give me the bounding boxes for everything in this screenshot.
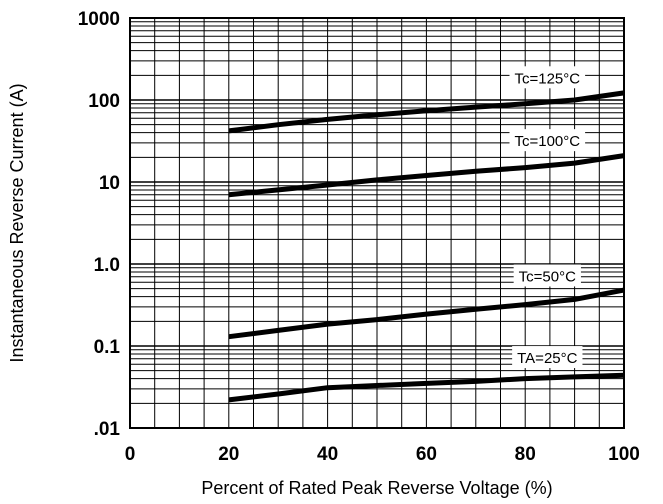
series-label-2: Tc=50°C	[519, 268, 576, 285]
series-label-background	[512, 346, 583, 369]
series-label-1: Tc=100°C	[514, 133, 580, 150]
x-axis-label: Percent of Rated Peak Reverse Voltage (%…	[201, 478, 552, 498]
y-tick-label: .01	[94, 419, 121, 440]
x-tick-label: 0	[125, 444, 136, 465]
y-axis-label: Instantaneous Reverse Current (A)	[7, 83, 27, 362]
x-tick-label: 40	[317, 444, 338, 465]
y-tick-label: 10	[99, 173, 120, 194]
x-tick-label: 20	[218, 444, 239, 465]
x-tick-label: 60	[416, 444, 437, 465]
x-tick-label: 80	[515, 444, 536, 465]
y-tick-label: 1.0	[94, 255, 120, 276]
series-line-0	[228, 90, 625, 134]
series-group	[228, 90, 625, 403]
grid	[130, 18, 624, 428]
series-label-background	[509, 66, 586, 89]
x-tick-label: 100	[608, 444, 640, 465]
plot-frame	[129, 17, 625, 429]
series-label-background	[513, 264, 581, 287]
series-label-background	[509, 129, 586, 152]
tick-labels: 0 20 40 60 80 100 .01 0.1 1.0 10 100 1000	[78, 9, 640, 465]
y-tick-label: 1000	[78, 9, 120, 30]
series-labels: Tc=125°C Tc=100°C Tc=50°C TA=25°C	[509, 66, 586, 369]
series-line-2	[228, 287, 625, 340]
series-line-3	[228, 372, 625, 403]
series-label-0: Tc=125°C	[514, 70, 580, 87]
series-line-1	[228, 153, 625, 198]
y-tick-label: 0.1	[94, 337, 121, 358]
series-label-3: TA=25°C	[517, 350, 577, 367]
y-tick-label: 100	[88, 91, 120, 112]
